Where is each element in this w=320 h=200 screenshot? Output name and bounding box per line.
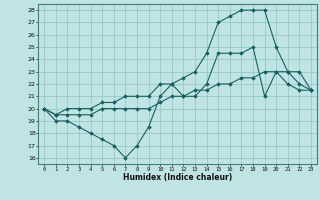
X-axis label: Humidex (Indice chaleur): Humidex (Indice chaleur) bbox=[123, 173, 232, 182]
